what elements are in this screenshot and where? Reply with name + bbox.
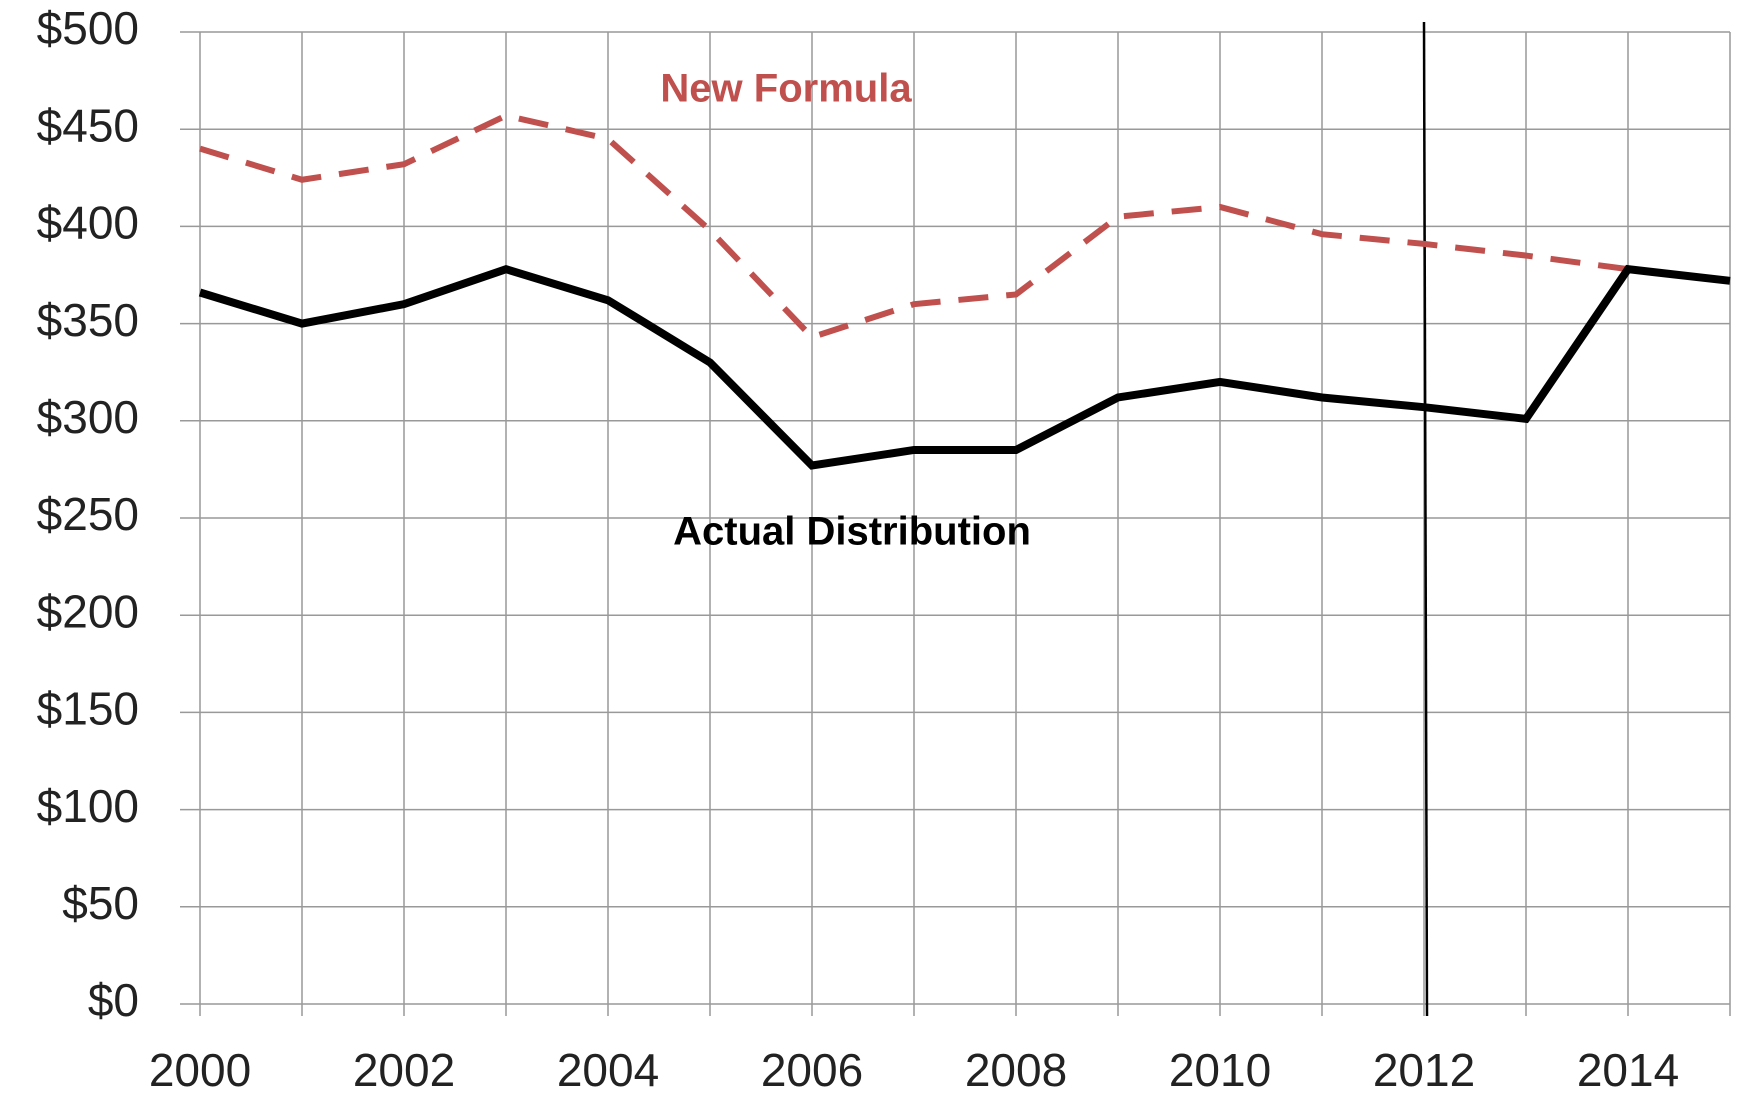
y-tick-label: $450 xyxy=(37,99,139,151)
series-line xyxy=(198,264,1731,470)
y-tick-label: $50 xyxy=(62,877,139,929)
x-tick-label: 2006 xyxy=(761,1044,863,1096)
series-label: Actual Distribution xyxy=(673,510,1031,554)
x-tick-label: 2012 xyxy=(1373,1044,1475,1096)
y-tick-label: $500 xyxy=(37,2,139,54)
x-tick-label: 2000 xyxy=(149,1044,251,1096)
y-tick-label: $350 xyxy=(37,294,139,346)
reference-line xyxy=(1422,21,1429,1017)
y-tick-label: $0 xyxy=(88,974,139,1026)
y-tick-label: $300 xyxy=(37,391,139,443)
y-tick-label: $100 xyxy=(37,780,139,832)
series-line xyxy=(199,112,1731,341)
x-tick-label: 2010 xyxy=(1169,1044,1271,1096)
x-tick-label: 2002 xyxy=(353,1044,455,1096)
x-tick-label: 2008 xyxy=(965,1044,1067,1096)
x-tick-label: 2004 xyxy=(557,1044,659,1096)
y-tick-label: $200 xyxy=(37,585,139,637)
y-tick-label: $250 xyxy=(37,488,139,540)
series-label: New Formula xyxy=(660,67,912,111)
y-tick-label: $150 xyxy=(37,683,139,735)
y-tick-label: $400 xyxy=(37,197,139,249)
x-tick-label: 2014 xyxy=(1577,1044,1679,1096)
